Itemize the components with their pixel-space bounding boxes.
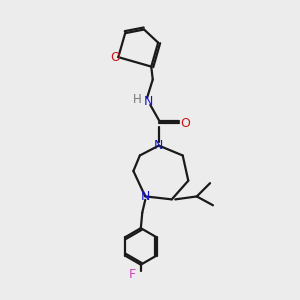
Text: N: N: [144, 95, 153, 108]
Text: H: H: [133, 93, 142, 106]
Text: N: N: [140, 190, 150, 203]
Text: F: F: [129, 268, 136, 281]
Text: O: O: [180, 117, 190, 130]
Text: O: O: [110, 51, 120, 64]
Text: N: N: [154, 139, 164, 152]
